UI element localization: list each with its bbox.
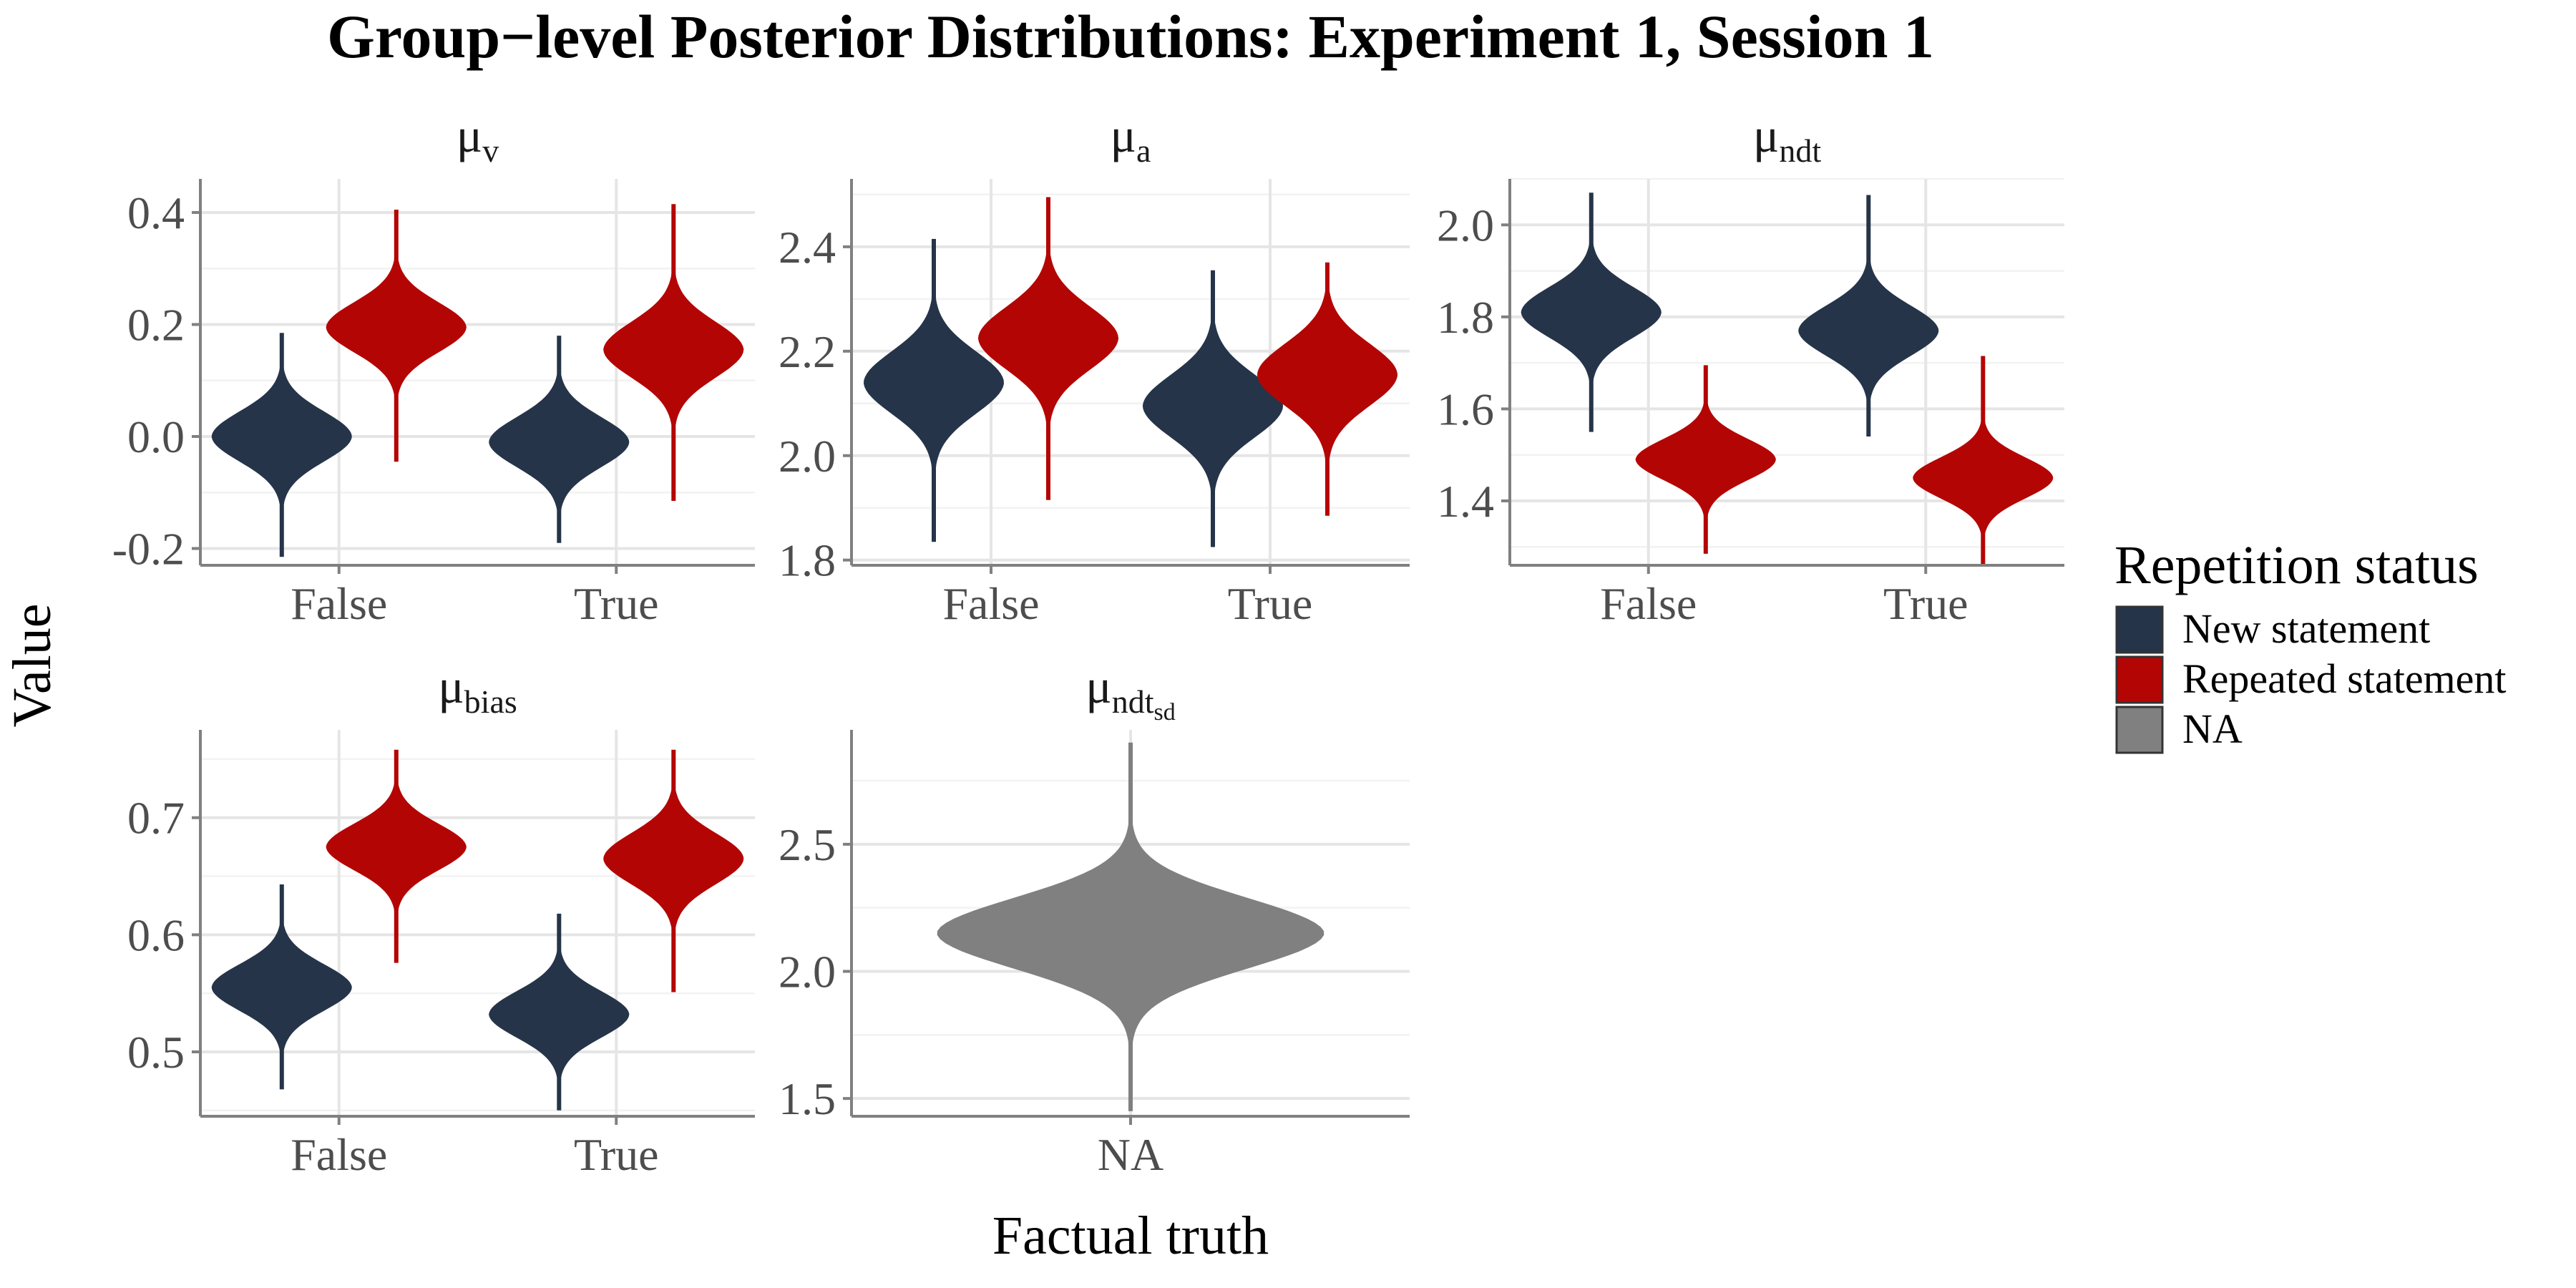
- facet-panel-1: -0.2 0.0 0.2 0.4 False True μv: [112, 108, 755, 629]
- y-tick-label: 0.2: [127, 299, 185, 350]
- violin-repeated-statement-true: [603, 749, 744, 992]
- violin-new-statement-false: [211, 884, 352, 1090]
- x-tick-label: NA: [1098, 1129, 1163, 1180]
- facet-strip-label: μndt: [1753, 108, 1821, 169]
- y-axis-title: Value: [2, 603, 62, 727]
- x-tick-label: True: [1883, 578, 1968, 629]
- legend-label: Repeated statement: [2182, 655, 2507, 702]
- y-tick-label: -0.2: [112, 524, 185, 575]
- legend-label: New statement: [2182, 605, 2430, 652]
- y-tick-label: 1.8: [779, 535, 836, 586]
- x-tick-label: True: [1228, 578, 1313, 629]
- violin-repeated-statement-false: [326, 210, 467, 462]
- y-tick-label: 1.5: [779, 1073, 836, 1124]
- x-axis-title: Factual truth: [992, 1206, 1269, 1266]
- y-tick-label: 2.0: [1437, 200, 1494, 250]
- legend-item: NA: [2115, 706, 2243, 754]
- violin-repeated-statement-true: [1257, 262, 1398, 516]
- facet-strip-label: μv: [457, 108, 499, 169]
- y-tick-label: 2.2: [779, 326, 836, 377]
- y-tick-label: 2.0: [779, 431, 836, 482]
- y-tick-label: 0.5: [127, 1027, 185, 1078]
- chart-title: Group−level Posterior Distributions: Exp…: [327, 2, 1934, 71]
- x-tick-label: False: [291, 578, 387, 629]
- legend-item: New statement: [2115, 605, 2430, 654]
- legend-swatch: [2115, 655, 2164, 704]
- y-tick-label: 0.7: [127, 793, 185, 844]
- facet-panel-3: 1.4 1.6 1.8 2.0 False True μndt: [1437, 108, 2064, 629]
- violin-repeated-statement-true: [603, 204, 744, 501]
- x-tick-label: True: [574, 1129, 659, 1180]
- legend-swatch: [2115, 605, 2164, 654]
- violin-repeated-statement-false: [326, 749, 467, 963]
- violin-new-statement-false: [1521, 192, 1662, 432]
- facet-panel-4: 0.5 0.6 0.7 False True μbias: [127, 659, 755, 1180]
- violin-new-statement-true: [1798, 195, 1939, 436]
- violin-new-statement-true: [489, 913, 630, 1111]
- legend: Repetition status New statementRepeated …: [2114, 535, 2507, 754]
- legend-title: Repetition status: [2114, 535, 2479, 595]
- violin-na-na: [937, 742, 1324, 1111]
- legend-item: Repeated statement: [2115, 655, 2507, 704]
- legend-swatch: [2115, 706, 2164, 754]
- x-tick-label: False: [291, 1129, 387, 1180]
- violin-new-statement-false: [864, 238, 1004, 542]
- violin-repeated-statement-true: [1913, 356, 2054, 565]
- violin-new-statement-true: [1142, 270, 1284, 547]
- violin-repeated-statement-false: [977, 197, 1119, 500]
- y-tick-label: 0.6: [127, 909, 185, 960]
- legend-label: NA: [2182, 706, 2243, 752]
- violin-repeated-statement-false: [1635, 365, 1776, 554]
- x-tick-label: True: [574, 578, 659, 629]
- facet-strip-label: μbias: [438, 659, 517, 720]
- y-tick-label: 1.4: [1437, 476, 1494, 527]
- facet-panel-5: 1.5 2.0 2.5 NA μndtsd: [779, 659, 1410, 1180]
- y-tick-label: 1.8: [1437, 292, 1494, 343]
- x-tick-label: False: [1600, 578, 1697, 629]
- facet-panels: -0.2 0.0 0.2 0.4 False True μv 1.8 2.0 2.2 2.4 Fals…: [112, 108, 2064, 1180]
- y-tick-label: 2.0: [779, 947, 836, 997]
- violin-new-statement-true: [489, 336, 630, 543]
- facet-strip-label: μa: [1111, 108, 1151, 169]
- y-tick-label: 1.6: [1437, 384, 1494, 434]
- violin-new-statement-false: [211, 333, 352, 557]
- y-tick-label: 2.5: [779, 819, 836, 870]
- y-tick-label: 0.0: [127, 411, 185, 462]
- x-tick-label: False: [942, 578, 1039, 629]
- y-tick-label: 2.4: [779, 222, 836, 273]
- facet-strip-label: μndtsd: [1085, 659, 1175, 726]
- facet-panel-2: 1.8 2.0 2.2 2.4 False True μa: [779, 108, 1410, 629]
- y-tick-label: 0.4: [127, 187, 185, 238]
